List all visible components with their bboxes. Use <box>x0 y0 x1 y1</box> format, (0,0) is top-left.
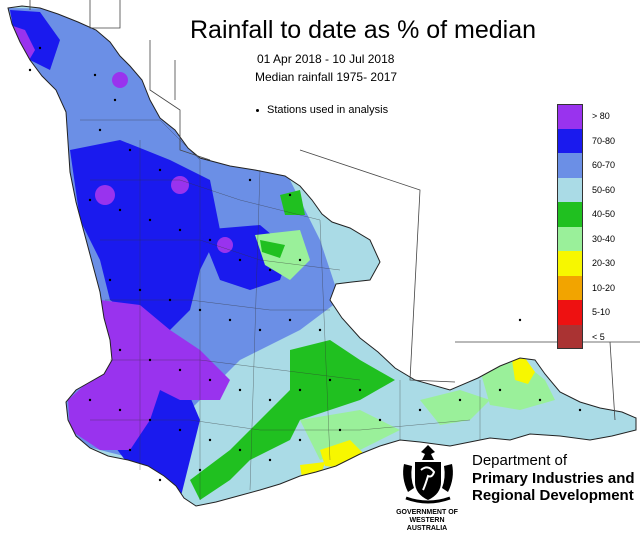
legend-swatch <box>557 128 583 153</box>
government-line-2: WESTERN AUSTRALIA <box>406 517 448 532</box>
stations-note-text: Stations used in analysis <box>267 104 389 116</box>
government-label: GOVERNMENT OF WESTERN AUSTRALIA <box>392 509 462 533</box>
legend-label: 5-10 <box>592 307 611 317</box>
department-line-3: Regional Development <box>472 487 634 504</box>
median-period: Median rainfall 1975- 2017 <box>255 70 398 84</box>
map-title: Rainfall to date as % of median <box>190 16 537 44</box>
department-line-1: Department of <box>472 452 568 469</box>
legend-label: 50-60 <box>592 184 616 195</box>
government-line-1: GOVERNMENT OF <box>396 509 458 516</box>
legend-swatch <box>557 153 583 178</box>
legend-label: 60-70 <box>592 160 616 170</box>
government-crest-icon <box>403 445 453 504</box>
legend-label: 40-50 <box>592 209 616 219</box>
legend-label: 20-30 <box>592 258 616 268</box>
legend-label: > 80 <box>592 111 610 121</box>
legend-swatch <box>557 300 583 325</box>
legend-label: 70-80 <box>592 135 616 146</box>
legend-label: < 5 <box>592 331 605 342</box>
station-dot-icon <box>256 108 259 112</box>
legend-swatch <box>557 275 583 300</box>
legend-swatch <box>557 177 583 202</box>
stations-note: Stations used in analysis <box>256 104 388 116</box>
legend-label: 30-40 <box>592 233 616 244</box>
date-range: 01 Apr 2018 - 10 Jul 2018 <box>257 52 395 66</box>
legend-swatch <box>557 324 583 349</box>
legend-swatch <box>557 202 583 227</box>
legend-swatch <box>557 226 583 251</box>
legend-swatch <box>557 104 583 129</box>
department-name: Department of Primary Industries and Reg… <box>472 452 635 505</box>
legend-label: 10-20 <box>592 282 616 293</box>
department-line-2: Primary Industries and <box>472 469 635 487</box>
legend-swatch <box>557 251 583 276</box>
